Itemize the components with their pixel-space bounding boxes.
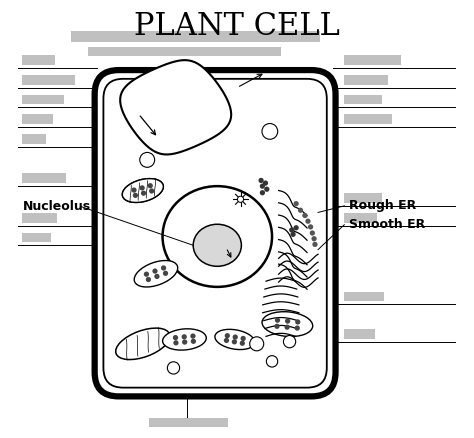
Circle shape: [144, 272, 149, 277]
Circle shape: [293, 201, 299, 206]
Circle shape: [131, 187, 137, 193]
Polygon shape: [120, 60, 231, 155]
Bar: [22, 213, 57, 223]
Circle shape: [293, 225, 299, 230]
Ellipse shape: [262, 312, 313, 336]
Circle shape: [224, 338, 229, 343]
Circle shape: [295, 319, 301, 325]
Circle shape: [141, 191, 146, 196]
Circle shape: [289, 227, 294, 233]
Circle shape: [173, 335, 178, 340]
Circle shape: [312, 242, 318, 247]
Circle shape: [263, 180, 268, 186]
Circle shape: [182, 334, 187, 339]
Circle shape: [182, 339, 187, 345]
Bar: [344, 95, 382, 104]
Circle shape: [311, 236, 317, 241]
Circle shape: [237, 196, 244, 202]
Circle shape: [262, 124, 278, 139]
Circle shape: [240, 341, 245, 346]
Circle shape: [161, 265, 166, 271]
Circle shape: [233, 335, 238, 340]
Circle shape: [155, 274, 160, 279]
Circle shape: [266, 356, 278, 367]
Circle shape: [146, 277, 151, 282]
Bar: [22, 233, 51, 242]
Circle shape: [310, 230, 315, 236]
Bar: [344, 329, 375, 339]
Bar: [22, 134, 46, 144]
Bar: [344, 292, 384, 301]
Circle shape: [163, 271, 168, 276]
Bar: [71, 31, 320, 42]
Circle shape: [152, 268, 158, 274]
Circle shape: [258, 178, 264, 183]
Ellipse shape: [163, 329, 206, 350]
Bar: [149, 418, 228, 427]
Circle shape: [275, 318, 280, 323]
Bar: [22, 75, 75, 85]
Text: PLANT CELL: PLANT CELL: [134, 11, 340, 42]
Circle shape: [190, 333, 196, 339]
Circle shape: [283, 336, 296, 348]
Circle shape: [260, 184, 265, 189]
Circle shape: [139, 185, 145, 191]
Circle shape: [147, 183, 153, 188]
Circle shape: [149, 188, 155, 194]
Circle shape: [274, 324, 280, 329]
Circle shape: [232, 339, 237, 344]
Circle shape: [291, 232, 296, 237]
Ellipse shape: [134, 261, 178, 287]
Circle shape: [260, 190, 265, 195]
Ellipse shape: [122, 179, 164, 202]
Bar: [344, 55, 401, 65]
Bar: [88, 47, 281, 56]
Text: Nucleolus: Nucleolus: [22, 200, 91, 213]
Circle shape: [305, 219, 310, 224]
Bar: [22, 95, 64, 104]
Circle shape: [284, 325, 290, 330]
Circle shape: [140, 152, 155, 167]
Bar: [22, 55, 55, 65]
Circle shape: [250, 337, 264, 351]
Bar: [344, 213, 377, 223]
Bar: [344, 193, 382, 203]
Circle shape: [167, 362, 180, 374]
Text: Rough ER: Rough ER: [349, 199, 416, 212]
Ellipse shape: [163, 186, 272, 287]
Ellipse shape: [193, 224, 241, 266]
Text: Smooth ER: Smooth ER: [349, 218, 425, 231]
Circle shape: [295, 325, 300, 331]
Circle shape: [298, 208, 303, 213]
Circle shape: [133, 193, 138, 198]
Bar: [344, 114, 392, 124]
Circle shape: [302, 213, 308, 218]
Circle shape: [173, 340, 179, 346]
Bar: [344, 75, 388, 85]
Bar: [22, 173, 66, 183]
Ellipse shape: [215, 329, 255, 350]
Bar: [22, 114, 53, 124]
Ellipse shape: [122, 179, 164, 202]
Circle shape: [240, 336, 246, 341]
Circle shape: [264, 187, 269, 192]
Circle shape: [225, 333, 230, 338]
Circle shape: [285, 318, 290, 324]
Circle shape: [191, 339, 196, 344]
FancyBboxPatch shape: [95, 70, 336, 396]
Circle shape: [308, 224, 313, 230]
Ellipse shape: [116, 328, 170, 360]
